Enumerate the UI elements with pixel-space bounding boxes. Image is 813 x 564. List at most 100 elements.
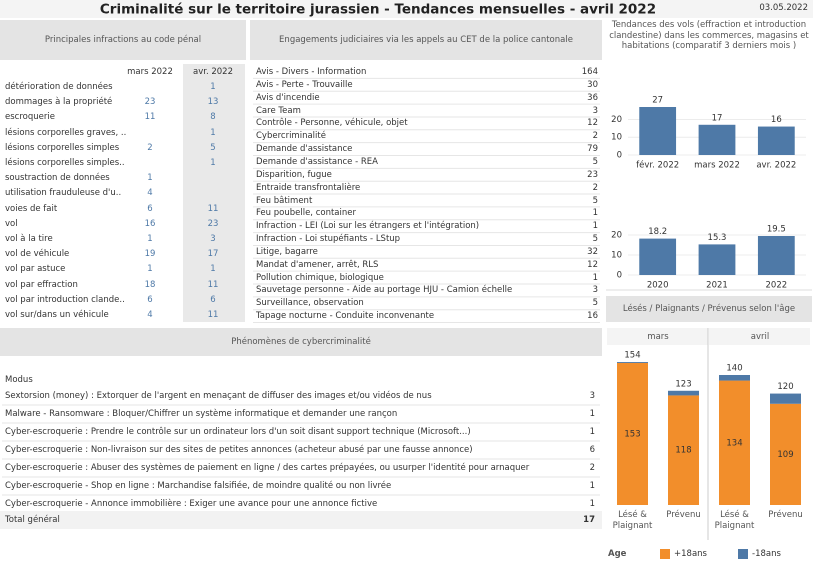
total-row bbox=[0, 511, 602, 529]
legend-swatch bbox=[738, 549, 748, 559]
row-label: Malware - Ransomware : Bloquer/Chiffrer … bbox=[5, 408, 398, 419]
x-tick-label: Lésé & Plaignant bbox=[612, 510, 653, 531]
row-label: vol par effraction bbox=[5, 279, 78, 290]
panel-label: mars bbox=[647, 331, 669, 342]
row-label: Entraide transfrontalière bbox=[256, 182, 361, 193]
row-label: lésions corporelles simples bbox=[5, 142, 120, 153]
cell-value: 1 bbox=[210, 81, 216, 92]
cell-value: 16 bbox=[587, 310, 598, 321]
legend-label: -18ans bbox=[752, 548, 781, 559]
row-label: utilisation frauduleuse d'u.. bbox=[5, 188, 122, 199]
cell-value: 23 bbox=[144, 96, 156, 107]
cell-value: 1 bbox=[589, 498, 595, 509]
y-tick-label: 10 bbox=[611, 251, 622, 261]
x-tick-label: 2021 bbox=[706, 281, 728, 291]
total-label: 123 bbox=[675, 379, 691, 389]
row-label: Avis - Divers - Information bbox=[256, 66, 367, 77]
row-label: voies de fait bbox=[5, 203, 58, 214]
cell-value: 1 bbox=[592, 208, 598, 219]
row-label: Demande d'assistance - REA bbox=[256, 156, 378, 167]
y-tick-label: 20 bbox=[611, 115, 622, 125]
total-label: Total général bbox=[5, 514, 60, 525]
data-label: 153 bbox=[624, 429, 640, 439]
bar-segment bbox=[719, 375, 750, 381]
cell-value: 16 bbox=[144, 218, 156, 229]
total-label: 120 bbox=[777, 382, 793, 392]
cell-value: 1 bbox=[147, 264, 153, 275]
legend-label: +18ans bbox=[674, 548, 707, 559]
row-label: vol sur/dans un véhicule bbox=[5, 309, 109, 320]
cell-value: 2 bbox=[147, 142, 153, 153]
cell-value: 1 bbox=[147, 233, 153, 244]
x-tick-label: avr. 2022 bbox=[756, 161, 796, 171]
cell-value: 17 bbox=[207, 248, 219, 259]
cell-value: 23 bbox=[207, 218, 219, 229]
data-label: 15.3 bbox=[708, 233, 727, 243]
data-label: 17 bbox=[712, 113, 723, 123]
row-label: Litige, bagarre bbox=[256, 246, 318, 257]
x-tick-label: 2022 bbox=[766, 281, 788, 291]
row-label: Cyber-escroquerie : Non-livraison sur de… bbox=[5, 444, 473, 455]
bar bbox=[639, 238, 677, 275]
row-label: Demande d'assistance bbox=[256, 143, 353, 154]
x-tick-label: Prévenu bbox=[666, 510, 701, 520]
cell-value: 3 bbox=[210, 233, 216, 244]
x-tick-label: 2020 bbox=[647, 281, 669, 291]
cell-value: 30 bbox=[587, 79, 598, 90]
row-label: Care Team bbox=[256, 105, 301, 116]
data-label: 134 bbox=[726, 438, 742, 448]
row-label: Tapage nocturne - Conduite inconvenante bbox=[256, 310, 435, 321]
row-label: Contrôle - Personne, véhicule, objet bbox=[256, 118, 408, 129]
total-label: 140 bbox=[726, 364, 742, 374]
cell-value: 5 bbox=[592, 195, 598, 206]
column-shade bbox=[183, 64, 245, 322]
data-label: 19.5 bbox=[767, 225, 786, 235]
cell-value: 4 bbox=[147, 309, 153, 320]
row-label: Pollution chimique, biologique bbox=[256, 272, 384, 283]
cell-value: 36 bbox=[587, 92, 598, 103]
data-label: 27 bbox=[652, 96, 663, 106]
row-label: Infraction - Loi stupéfiants - LStup bbox=[256, 233, 401, 244]
row-label: lésions corporelles graves, .. bbox=[5, 127, 127, 138]
cell-value: 1 bbox=[592, 220, 598, 231]
row-label: dommages à la propriété bbox=[5, 96, 113, 107]
bar-segment bbox=[668, 390, 699, 396]
cell-value: 13 bbox=[207, 96, 219, 107]
row-label: Feu poubelle, container bbox=[256, 208, 356, 219]
y-tick-label: 0 bbox=[617, 151, 622, 161]
cell-value: 2 bbox=[592, 182, 598, 193]
data-label: 16 bbox=[771, 115, 782, 125]
page-title: Criminalité sur le territoire jurassien … bbox=[99, 1, 657, 18]
row-label: soustraction de données bbox=[5, 172, 110, 183]
x-tick-label: Prévenu bbox=[768, 510, 803, 520]
row-label: Infraction - LEI (Loi sur les étrangers … bbox=[256, 220, 480, 231]
bar-segment bbox=[770, 393, 801, 404]
cell-value: 11 bbox=[207, 279, 219, 290]
cell-value: 12 bbox=[587, 259, 598, 270]
date: 03.05.2022 bbox=[759, 2, 808, 13]
column-header: mars 2022 bbox=[127, 66, 173, 77]
total-label: 154 bbox=[624, 351, 640, 361]
legend-swatch bbox=[660, 549, 670, 559]
row-label: vol à la tire bbox=[5, 233, 53, 244]
cell-value: 1 bbox=[147, 172, 153, 183]
cell-value: 23 bbox=[587, 169, 598, 180]
cell-value: 1 bbox=[210, 127, 216, 138]
y-tick-label: 0 bbox=[617, 271, 622, 281]
cell-value: 2 bbox=[589, 462, 595, 473]
data-label: 109 bbox=[777, 450, 793, 460]
column-header: Modus bbox=[5, 374, 33, 385]
row-label: Avis - Perte - Trouvaille bbox=[256, 79, 353, 90]
bar-segment bbox=[770, 403, 801, 505]
bar bbox=[698, 124, 736, 155]
bar bbox=[639, 107, 677, 155]
cell-value: 11 bbox=[207, 309, 219, 320]
data-label: 18.2 bbox=[648, 227, 667, 237]
row-label: Feu bâtiment bbox=[256, 195, 313, 206]
chart-title: Lésés / Plaignants / Prévenus selon l'âg… bbox=[622, 303, 796, 314]
panel-strip bbox=[607, 328, 708, 345]
row-label: Cyber-escroquerie - Shop en ligne : Marc… bbox=[5, 480, 392, 491]
cell-value: 2 bbox=[592, 131, 598, 141]
row-label: vol de véhicule bbox=[5, 248, 70, 259]
cell-value: 32 bbox=[587, 246, 598, 257]
